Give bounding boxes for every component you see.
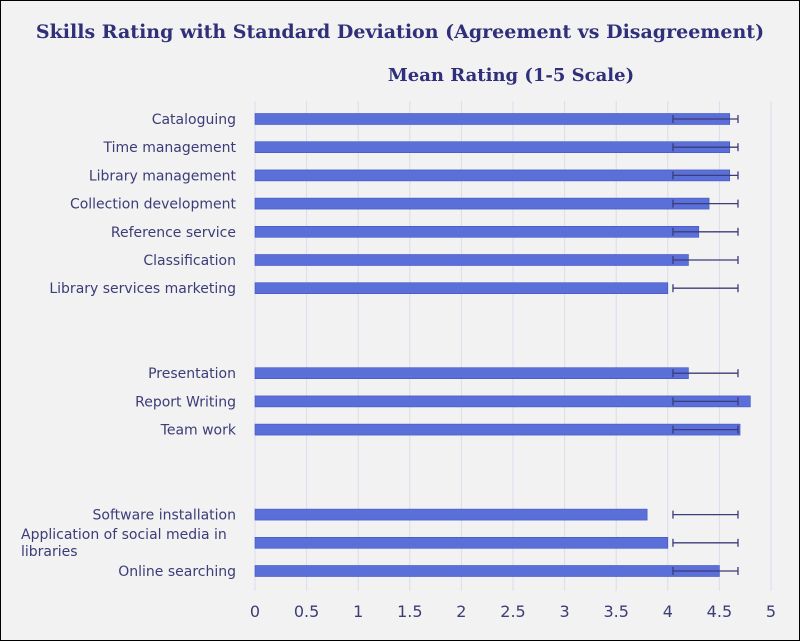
bar bbox=[254, 508, 648, 521]
bar bbox=[254, 141, 731, 153]
category-label: Report Writing bbox=[135, 394, 236, 410]
bar bbox=[254, 169, 731, 182]
bar bbox=[254, 395, 751, 408]
x-tick-label: 2 bbox=[456, 602, 466, 621]
category-label: Cataloguing bbox=[152, 112, 236, 128]
x-tick-label: 0 bbox=[250, 602, 260, 621]
category-label: Online searching bbox=[118, 564, 236, 580]
category-label: Library services marketing bbox=[49, 281, 236, 297]
category-label: Application of social media in libraries bbox=[21, 527, 227, 560]
x-tick-label: 4 bbox=[663, 602, 673, 621]
x-tick-label: 0.5 bbox=[294, 602, 319, 621]
chart-subtitle: Mean Rating (1-5 Scale) bbox=[387, 65, 635, 86]
bar bbox=[254, 565, 720, 577]
bar bbox=[254, 226, 700, 238]
bar bbox=[254, 423, 741, 436]
category-label: Classification bbox=[143, 253, 236, 269]
bar bbox=[254, 197, 710, 210]
x-tick-label: 2.5 bbox=[500, 602, 525, 621]
x-tick-label: 3 bbox=[560, 602, 570, 621]
x-tick-label: 5 bbox=[766, 602, 776, 621]
category-label: Team work bbox=[160, 423, 237, 439]
chart-title: Skills Rating with Standard Deviation (A… bbox=[35, 21, 765, 43]
x-tick-label: 4.5 bbox=[707, 602, 732, 621]
x-tick-label: 1 bbox=[353, 602, 363, 621]
category-label: Library management bbox=[89, 168, 237, 184]
bar bbox=[254, 113, 731, 125]
bar bbox=[254, 254, 689, 266]
bar bbox=[254, 536, 669, 549]
bar bbox=[254, 367, 689, 380]
category-label: Presentation bbox=[148, 366, 236, 382]
category-label: Software installation bbox=[93, 508, 236, 524]
category-label: Reference service bbox=[111, 225, 236, 241]
bar bbox=[254, 282, 669, 295]
x-tick-label: 1.5 bbox=[397, 602, 422, 621]
category-label: Collection development bbox=[70, 197, 237, 213]
x-tick-label: 3.5 bbox=[603, 602, 628, 621]
category-label: Time management bbox=[103, 140, 237, 156]
